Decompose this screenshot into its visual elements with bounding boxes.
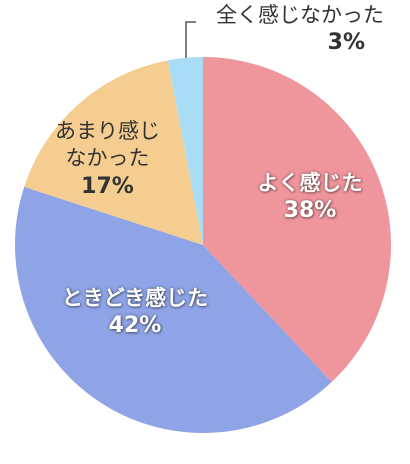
slice-label: ときどき感じた 42%	[45, 285, 225, 341]
value-label: 17%	[81, 173, 134, 199]
value-label: 3%	[327, 30, 365, 56]
category-label: ときどき感じた	[61, 286, 209, 310]
leader-line	[185, 21, 196, 58]
pie-slice	[14, 186, 332, 433]
pie-slice	[203, 57, 391, 383]
category-label: 全く感じなかった	[216, 3, 384, 27]
category-label: よく感じた	[257, 171, 363, 195]
pie-slice	[24, 60, 204, 245]
slice-label: あまり感じなかった 17%	[40, 118, 175, 201]
slice-label: よく感じた 38%	[235, 170, 385, 226]
slice-label: 全く感じなかった 3%	[200, 2, 400, 58]
category-label: あまり感じなかった	[54, 119, 160, 171]
value-label: 38%	[283, 198, 337, 224]
pie-slice	[167, 57, 203, 245]
value-label: 42%	[108, 313, 162, 339]
